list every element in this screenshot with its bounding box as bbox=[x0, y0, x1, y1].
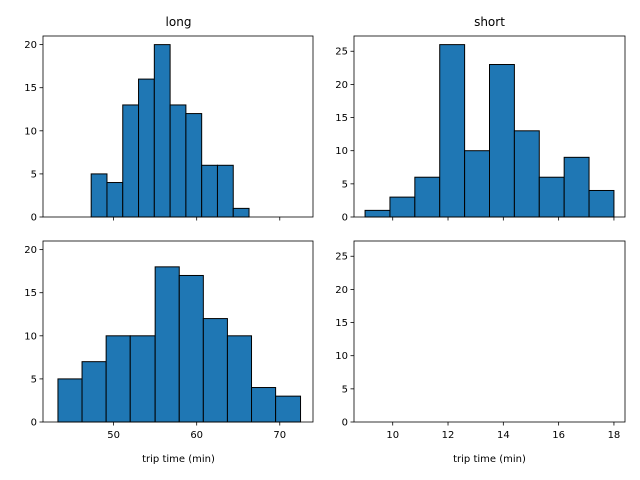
x-axis-label: trip time (min) bbox=[142, 454, 215, 465]
histogram-bar bbox=[153, 44, 171, 218]
histogram-bar bbox=[414, 176, 441, 218]
histogram-bar bbox=[563, 156, 590, 218]
panel-short-bottom: trip time (min) 0 5 10 15 20 25 10 12 14 16 18 bbox=[335, 240, 626, 465]
y-tick-label: 5 bbox=[342, 179, 348, 190]
histogram-bar bbox=[364, 209, 391, 218]
panel-long: long 0 5 10 15 20 bbox=[24, 15, 314, 224]
y-tick-label: 25 bbox=[335, 252, 348, 263]
histogram-bar bbox=[489, 64, 515, 218]
histogram-bar bbox=[251, 387, 277, 423]
y-tick-label: 10 bbox=[335, 351, 348, 362]
y-tick-label: 0 bbox=[31, 418, 37, 429]
histogram-bar bbox=[138, 78, 155, 218]
panel-title: short bbox=[474, 15, 505, 29]
x-tick-label: 18 bbox=[608, 430, 621, 441]
y-tick-label: 15 bbox=[24, 83, 37, 94]
y-tick-label: 20 bbox=[335, 80, 348, 91]
panel-short: short 0 5 10 15 20 25 bbox=[335, 15, 626, 224]
histogram-bar bbox=[464, 150, 490, 218]
y-tick-label: 10 bbox=[335, 146, 348, 157]
histogram-bar bbox=[169, 104, 187, 218]
y-tick-label: 0 bbox=[342, 418, 348, 429]
histogram-bar bbox=[538, 176, 565, 218]
y-tick-label: 5 bbox=[342, 384, 348, 395]
histogram-bar bbox=[588, 189, 615, 218]
histogram-bar bbox=[81, 361, 107, 423]
histogram-bar bbox=[57, 378, 83, 423]
x-tick-label: 10 bbox=[386, 430, 399, 441]
histogram-bar bbox=[202, 318, 228, 423]
histogram-bar bbox=[122, 104, 140, 218]
y-tick-label: 15 bbox=[335, 318, 348, 329]
histogram-bar bbox=[216, 164, 234, 218]
histogram-bar bbox=[439, 44, 466, 218]
x-tick-label: 70 bbox=[273, 430, 286, 441]
x-tick-label: 50 bbox=[107, 430, 120, 441]
y-tick-label: 10 bbox=[24, 331, 37, 342]
axes-frame bbox=[42, 240, 314, 423]
panel-title: long bbox=[166, 15, 192, 29]
axes-frame bbox=[353, 240, 626, 423]
axes-frame bbox=[42, 35, 314, 218]
y-tick-label: 0 bbox=[342, 213, 348, 224]
histogram-bar bbox=[106, 182, 124, 218]
histogram-bar bbox=[129, 335, 156, 423]
histogram-bar bbox=[154, 266, 180, 423]
histogram-bar bbox=[90, 173, 108, 218]
histogram-bar bbox=[275, 395, 302, 423]
y-tick-label: 20 bbox=[24, 245, 37, 256]
histogram-bar bbox=[185, 113, 203, 218]
y-tick-label: 5 bbox=[31, 374, 37, 385]
x-axis-label: trip time (min) bbox=[453, 454, 526, 465]
panel-long-bottom: trip time (min) 0 5 10 15 20 50 60 70 bbox=[24, 240, 314, 465]
y-tick-label: 15 bbox=[24, 288, 37, 299]
x-tick-label: 12 bbox=[442, 430, 455, 441]
axes-frame bbox=[353, 35, 626, 218]
histogram-bar bbox=[232, 207, 250, 218]
y-tick-label: 25 bbox=[335, 47, 348, 58]
x-tick-label: 60 bbox=[190, 430, 203, 441]
x-tick-label: 14 bbox=[497, 430, 510, 441]
histogram-bar bbox=[105, 335, 131, 423]
y-tick-label: 15 bbox=[335, 113, 348, 124]
histogram-bar bbox=[178, 274, 204, 423]
histogram-bar bbox=[201, 164, 218, 218]
x-tick-label: 16 bbox=[552, 430, 565, 441]
y-tick-label: 5 bbox=[31, 169, 37, 180]
histogram-bar bbox=[513, 130, 540, 218]
histogram-bar bbox=[226, 335, 253, 423]
y-tick-label: 10 bbox=[24, 126, 37, 137]
y-tick-label: 0 bbox=[31, 213, 37, 224]
histogram-bar bbox=[389, 196, 416, 218]
y-tick-label: 20 bbox=[335, 285, 348, 296]
y-tick-label: 20 bbox=[24, 40, 37, 51]
